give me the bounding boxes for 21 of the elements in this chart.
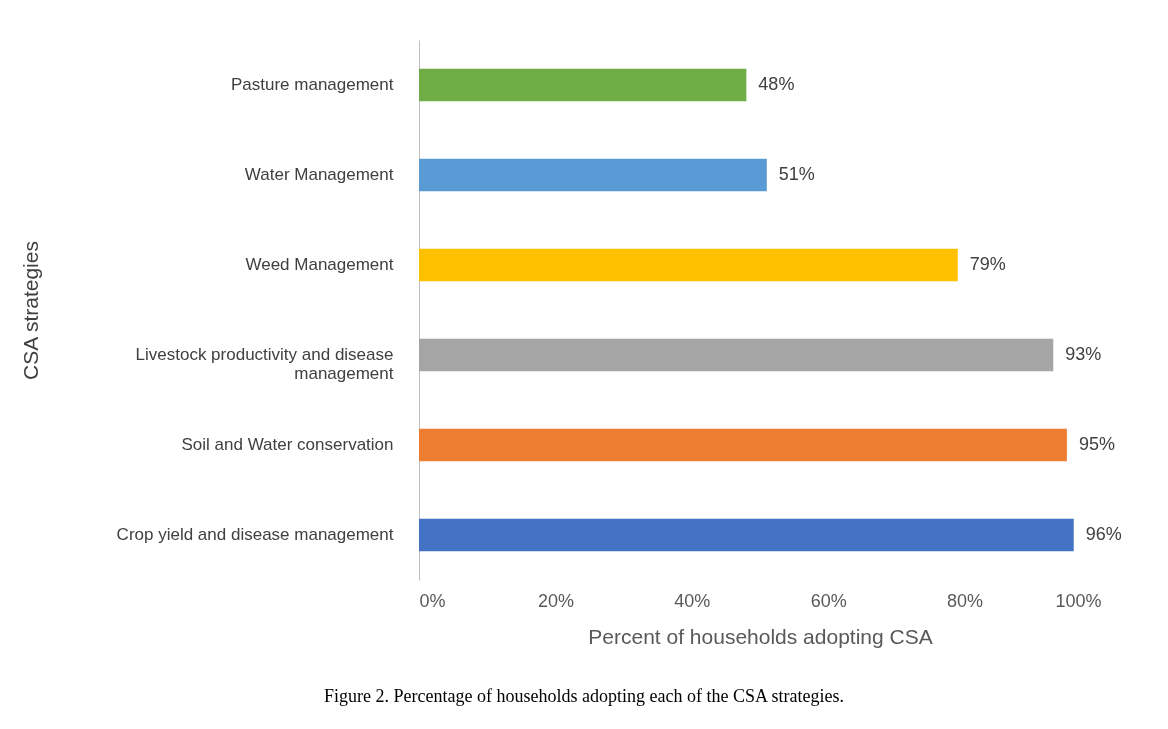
y-tick-label: Livestock productivity and disease management	[135, 345, 394, 383]
x-tick-label: 80%	[947, 590, 984, 611]
y-tick-label: Pasture management	[230, 75, 394, 94]
x-axis-title: Percent of households adopting CSA	[588, 624, 933, 648]
y-tick-label: Weed Management	[245, 255, 394, 274]
caption: Figure 2. Percentage of households adopting each of the CSA strategies.	[323, 686, 845, 707]
data-label: 79%	[969, 254, 1006, 274]
x-tick-label: 0%	[419, 590, 446, 611]
data-label: 93%	[1065, 344, 1102, 364]
x-tick-label: 20%	[537, 590, 574, 611]
data-label: 51%	[778, 164, 815, 184]
y-tick-label: Soil and Water conservation	[181, 435, 394, 454]
y-tick-label: Water Management	[244, 165, 394, 184]
x-tick-label: 40%	[674, 590, 711, 611]
data-label: 96%	[1085, 524, 1122, 544]
data-label: 48%	[758, 74, 795, 94]
x-tick-label: 100%	[1055, 590, 1102, 611]
y-axis-title: CSA strategies	[18, 241, 42, 380]
data-label: 95%	[1078, 434, 1115, 454]
y-tick-label: Crop yield and disease management	[116, 525, 394, 544]
x-tick-label: 60%	[810, 590, 847, 611]
